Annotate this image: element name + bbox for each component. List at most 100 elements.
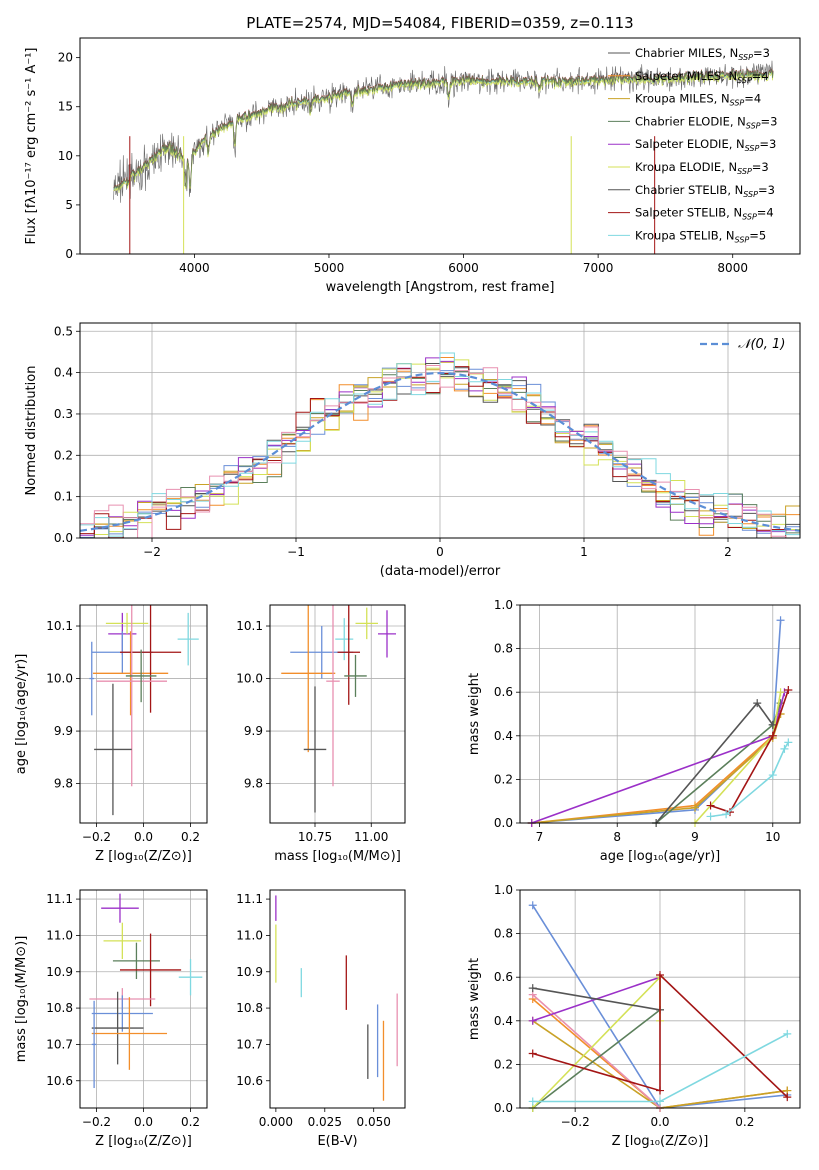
- y-tick-label: 0.4: [54, 366, 73, 380]
- y-tick-label: 0.4: [494, 729, 513, 743]
- series-line: [532, 994, 661, 1109]
- y-axis-label: mass [log₁₀(M/M⊙)]: [14, 936, 29, 1063]
- y-tick-label: 11.0: [236, 928, 263, 942]
- x-tick-label: −1: [287, 545, 305, 559]
- y-tick-label: 10.9: [46, 965, 73, 979]
- y-tick-label: 10.9: [236, 965, 263, 979]
- x-tick-label: 2: [724, 545, 732, 559]
- legend-value: =3: [759, 137, 776, 151]
- legend-value: =3: [758, 183, 775, 197]
- series-marker: [691, 803, 699, 812]
- legend-label: 𝒩(0, 1): [738, 337, 785, 352]
- chart-mw-vs-Z: −0.2 0.0 0.2 0.0 0.2 0.4 0.6 0.8 1.0 Z [log₁₀(Z/Z…: [467, 883, 801, 1149]
- figure-title: PLATE=2574, MJD=54084, FIBERID=0359, z=0…: [246, 14, 633, 32]
- series-marker: [656, 1097, 664, 1106]
- y-tick-label: 1.0: [494, 598, 513, 612]
- y-tick-label: 11.0: [46, 928, 73, 942]
- series-line: [710, 689, 790, 814]
- y-tick-label: 10.7: [236, 1037, 263, 1051]
- error-bars: [281, 605, 396, 813]
- axes-frame: [79, 37, 801, 255]
- gaussian-curve: [80, 371, 800, 532]
- y-tick-label: 9.8: [244, 777, 263, 791]
- series-marker: [783, 1029, 792, 1038]
- histogram-step: [80, 365, 800, 538]
- y-tick-label: 0.0: [54, 531, 73, 545]
- series-marker: [528, 1049, 537, 1058]
- axes-frame: [519, 889, 801, 1109]
- y-tick-label: 10.8: [236, 1001, 263, 1015]
- y-tick-label: 0: [65, 247, 73, 261]
- x-tick-label: 0: [436, 545, 444, 559]
- y-tick-label: 10.0: [46, 672, 73, 686]
- series-marker: [528, 984, 537, 993]
- legend-subscript: SSP: [743, 190, 758, 199]
- axes-frame: [79, 889, 208, 1109]
- y-tick-label: 9.8: [54, 777, 73, 791]
- x-axis-label: Z [log₁₀(Z/Z⊙)]: [95, 1134, 192, 1149]
- legend-value: =5: [749, 228, 766, 242]
- axes-frame: [79, 604, 208, 824]
- series-line: [694, 692, 782, 824]
- series-line: [531, 620, 782, 824]
- legend-value: =4: [757, 206, 774, 220]
- chart-mw-vs-age: 7 8 9 10 0.0 0.2 0.4 0.6 0.8 1.0 age [log₁₀(age/yr…: [467, 598, 801, 864]
- series-marker: [528, 901, 537, 910]
- y-tick-label: 0.0: [494, 1101, 513, 1115]
- x-axis-label: E(B-V): [317, 1134, 357, 1149]
- x-tick-label: 0.2: [181, 1115, 200, 1129]
- series-marker: [783, 1093, 792, 1102]
- chart-residuals: −2 −1 0 1 2 0.0 0.1 0.2 0.3 0.4 0.5 (data-model)/er…: [24, 322, 801, 579]
- chart-mass-vs-ebv: 0.000 0.025 0.050 10.6 10.7 10.8 10.9 11.0 11.1 E…: [236, 889, 406, 1149]
- legend: Chabrier MILES, NSSP=3 Salpeter MILES, NS…: [608, 46, 777, 244]
- y-tick-label: 10.1: [236, 619, 263, 633]
- legend-subscript: SSP: [745, 144, 760, 153]
- legend-value: =3: [752, 160, 769, 174]
- x-tick-label: 7: [536, 830, 544, 844]
- x-tick-label: −2: [143, 545, 161, 559]
- x-tick-label: 8: [613, 830, 621, 844]
- x-tick-label: 10.75: [298, 830, 332, 844]
- y-tick-label: 11.1: [236, 892, 263, 906]
- legend-label: Kroupa STELIB, NSSP=5: [635, 228, 766, 244]
- x-axis-label: age [log₁₀(age/yr)]: [600, 849, 721, 864]
- x-tick-label: 7000: [583, 261, 614, 275]
- chart-age-vs-mass: 10.75 11.00 9.8 9.9 10.0 10.1 mass [log₁₀(M/M⊙…: [236, 604, 406, 864]
- series-marker: [706, 801, 715, 810]
- series-marker: [722, 810, 731, 819]
- y-tick-label: 10.6: [236, 1074, 263, 1088]
- y-tick-label: 0.8: [494, 642, 513, 656]
- y-tick-label: 9.9: [54, 724, 73, 738]
- series-marker: [528, 1016, 537, 1025]
- y-tick-label: 11.1: [46, 892, 73, 906]
- y-tick-label: 0.4: [494, 1014, 513, 1028]
- x-tick-label: 0.2: [735, 1115, 754, 1129]
- series-lines: [527, 616, 793, 827]
- x-tick-label: −0.2: [561, 1115, 590, 1129]
- y-tick-label: 0.1: [54, 490, 73, 504]
- axes-frame: [269, 889, 406, 1109]
- y-tick-label: 0.2: [54, 448, 73, 462]
- x-tick-label: 0.2: [181, 830, 200, 844]
- x-axis-label: mass [log₁₀(M/M⊙)]: [274, 849, 401, 864]
- y-tick-label: 9.9: [244, 724, 263, 738]
- y-tick-label: 0.2: [494, 772, 513, 786]
- x-tick-label: 6000: [448, 261, 479, 275]
- x-tick-label: 10: [765, 830, 780, 844]
- series-line: [531, 691, 786, 824]
- spectrum-model-line: [113, 68, 774, 191]
- y-tick-label: 20: [58, 51, 73, 65]
- legend-label: Kroupa MILES, NSSP=4: [635, 92, 761, 108]
- x-tick-label: 5000: [314, 261, 345, 275]
- series-marker: [784, 738, 793, 747]
- y-axis-label: Normed distribution: [24, 366, 39, 496]
- y-tick-label: 0.2: [494, 1057, 513, 1071]
- y-tick-label: 10.8: [46, 1001, 73, 1015]
- x-axis-label: wavelength [Angstrom, rest frame]: [326, 280, 555, 295]
- x-axis-label: Z [log₁₀(Z/Z⊙)]: [95, 849, 192, 864]
- x-tick-label: 0.0: [650, 1115, 669, 1129]
- x-axis-label: (data-model)/error: [380, 564, 501, 579]
- chart-age-vs-Z: −0.2 0.0 0.2 9.8 9.9 10.0 10.1 Z [log₁₀(Z/Z⊙)] a…: [14, 604, 208, 864]
- series-marker: [656, 1086, 664, 1095]
- x-tick-label: −0.2: [82, 830, 111, 844]
